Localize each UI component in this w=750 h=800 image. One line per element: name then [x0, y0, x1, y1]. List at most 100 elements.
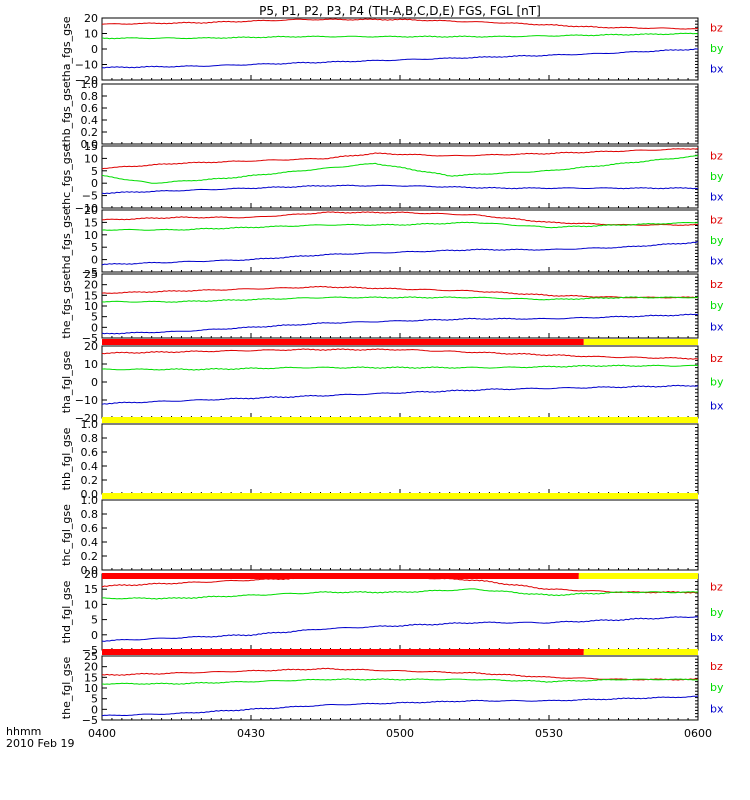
legend-by: by — [710, 606, 724, 619]
quality-bar-yellow — [583, 339, 698, 345]
y-tick-label: 0.2 — [81, 550, 99, 563]
y-tick-label: 0 — [91, 43, 98, 56]
panel-ylabel: thd_fgs_gse — [60, 208, 73, 274]
y-tick-label: 0 — [91, 703, 98, 716]
y-tick-label: 0 — [91, 321, 98, 334]
y-tick-label: −5 — [82, 714, 98, 727]
legend-by: by — [710, 681, 724, 694]
y-tick-label: 0.8 — [81, 508, 99, 521]
y-tick-label: 15 — [84, 289, 98, 302]
y-tick-label: −20 — [75, 74, 98, 87]
y-tick-label: 0.4 — [81, 114, 99, 127]
y-tick-label: 0.0 — [81, 564, 99, 577]
y-tick-label: 0.6 — [81, 446, 99, 459]
legend-by: by — [710, 376, 724, 389]
panel-ylabel: the_fgl_gse — [60, 657, 73, 720]
legend-by: by — [710, 42, 724, 55]
y-tick-label: 0.6 — [81, 102, 99, 115]
quality-bar-red — [102, 649, 584, 655]
panel-frame — [101, 145, 699, 209]
series-line-bx — [101, 384, 699, 405]
series-line-by — [101, 296, 699, 303]
y-tick-label: 20 — [84, 661, 98, 674]
series-line-bz — [101, 348, 699, 360]
series-line-bx — [101, 48, 699, 69]
quality-bar-red — [102, 573, 579, 579]
legend-bx: bx — [710, 320, 724, 333]
series-line-by — [101, 364, 699, 371]
y-tick-label: −5 — [82, 332, 98, 345]
y-tick-label: 10 — [84, 229, 98, 242]
y-tick-label: 15 — [84, 216, 98, 229]
y-tick-label: 15 — [84, 140, 98, 153]
series-line-by — [101, 221, 698, 231]
series-line-by — [101, 155, 699, 184]
legend-bx: bx — [710, 631, 724, 644]
y-tick-label: 5 — [91, 311, 98, 324]
legend-by: by — [710, 299, 724, 312]
y-tick-label: 20 — [84, 568, 98, 581]
y-tick-label: 15 — [84, 671, 98, 684]
quality-bar-red — [102, 339, 584, 345]
legend-bz: bz — [710, 278, 723, 291]
quality-bar-yellow — [102, 493, 698, 499]
panel-ylabel: thb_fgl_gse — [60, 427, 73, 490]
y-tick-label: 0.2 — [81, 474, 99, 487]
y-tick-label: 10 — [84, 358, 98, 371]
panel-ylabel: the_fgs_gse — [60, 273, 73, 338]
legend-bx: bx — [710, 63, 724, 76]
series-line-bx — [101, 313, 699, 335]
panel-ylabel: thb_fgs_gse — [60, 81, 73, 147]
y-tick-label: 10 — [84, 300, 98, 313]
y-tick-label: 0.2 — [81, 126, 99, 139]
y-tick-label: 10 — [84, 598, 98, 611]
y-tick-label: 5 — [91, 693, 98, 706]
y-tick-label: 20 — [84, 204, 98, 217]
y-tick-label: 0 — [91, 376, 98, 389]
quality-bar-yellow — [102, 417, 698, 423]
y-tick-label: 1.0 — [81, 418, 99, 431]
legend-bz: bz — [710, 150, 723, 163]
y-tick-label: −10 — [75, 59, 98, 72]
series-line-bx — [101, 241, 699, 266]
panel-ylabel: thc_fgl_gse — [60, 504, 73, 566]
series-line-by — [101, 32, 699, 40]
series-line-by — [102, 588, 699, 600]
y-tick-label: −10 — [75, 394, 98, 407]
x-tick-label: 0430 — [237, 727, 265, 740]
y-tick-label: 20 — [84, 279, 98, 292]
series-line-bz — [101, 18, 699, 30]
y-tick-label: 10 — [84, 152, 98, 165]
series-line-bx — [101, 616, 698, 642]
legend-bx: bx — [710, 191, 724, 204]
series-line-bz — [101, 148, 699, 170]
legend-bx: bx — [710, 399, 724, 412]
y-tick-label: −20 — [75, 412, 98, 425]
y-tick-label: 15 — [84, 583, 98, 596]
y-tick-label: 1.0 — [81, 494, 99, 507]
legend-bz: bz — [710, 214, 723, 227]
y-tick-label: 25 — [84, 650, 98, 663]
x-tick-label: 0530 — [535, 727, 563, 740]
panel-ylabel: tha_fgs_gse — [60, 16, 73, 81]
y-tick-label: 0 — [91, 254, 98, 267]
y-tick-label: 0 — [91, 629, 98, 642]
legend-bz: bz — [710, 352, 723, 365]
y-tick-label: 0.4 — [81, 536, 99, 549]
y-tick-label: 5 — [91, 165, 98, 178]
y-tick-label: −5 — [82, 644, 98, 657]
y-tick-label: −5 — [82, 190, 98, 203]
x-tick-label: 0400 — [88, 727, 116, 740]
y-tick-label: 1.0 — [81, 78, 99, 91]
legend-bz: bz — [710, 660, 723, 673]
legend-bz: bz — [710, 581, 723, 594]
x-tick-label: 0500 — [386, 727, 414, 740]
panel-frame — [101, 499, 699, 571]
panel-frame — [101, 573, 699, 651]
panel-frame — [101, 209, 699, 273]
series-line-bz — [102, 211, 699, 226]
y-tick-label: 25 — [84, 268, 98, 281]
legend-bx: bx — [710, 702, 724, 715]
y-tick-label: 20 — [84, 340, 98, 353]
